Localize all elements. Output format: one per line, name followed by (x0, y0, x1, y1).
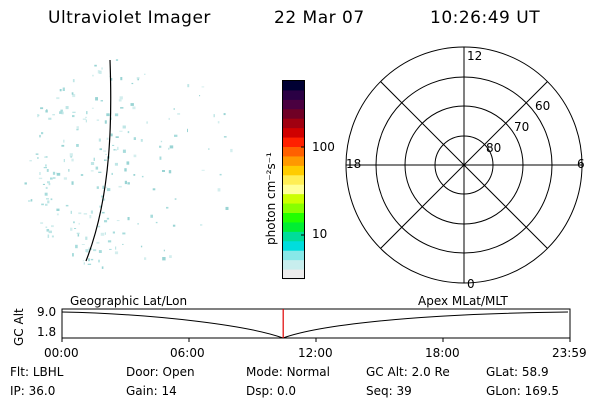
timeline-left-title: Geographic Lat/Lon (70, 294, 188, 308)
colorbar-block (283, 147, 305, 158)
status-glat: GLat: 58.9 (486, 365, 549, 379)
colorbar-block (283, 128, 305, 139)
timeline-x-tick-1200: 12:00 (298, 346, 333, 360)
timeline-x-tick-0600: 06:00 (170, 346, 205, 360)
colorbar-block (283, 241, 305, 252)
mlt-label-0: 0 (467, 277, 475, 291)
time-label: 10:26:49 UT (430, 8, 541, 28)
colorbar-block (283, 99, 305, 110)
timeline-y-axis-label: GC Alt (12, 308, 26, 346)
meridian-diag-2 (380, 81, 548, 249)
terminator-line (85, 59, 112, 262)
timeline-x-tick-1800: 18:00 (425, 346, 460, 360)
colorbar-block (283, 184, 305, 195)
status-mode: Mode: Normal (246, 365, 330, 379)
colorbar-block (283, 222, 305, 233)
colorbar-block (283, 137, 305, 148)
mlt-label-12: 12 (467, 49, 482, 63)
lat-label-80: 80 (486, 141, 501, 155)
status-dsp: Dsp: 0.0 (246, 384, 297, 398)
status-ip: IP: 36.0 (10, 384, 56, 398)
colorbar-block (283, 90, 305, 101)
altitude-curve (61, 311, 569, 339)
colorbar-block (283, 269, 305, 280)
colorbar-block (283, 118, 305, 129)
timeline-x-tick-2359: 23:59 (552, 346, 587, 360)
colorbar-block (283, 260, 305, 271)
timeline-y-tick-bottom: 1.8 (37, 325, 57, 339)
colorbar-block (283, 175, 305, 186)
auroral-emission-speckles (24, 59, 233, 269)
colorbar-tick-10: 10 (312, 227, 328, 241)
polar-grid: 12 6 0 18 60 70 80 (345, 46, 585, 291)
status-gc-alt: GC Alt: 2.0 Re (366, 365, 450, 379)
auroral-image (24, 59, 233, 269)
timeline-right-title: Apex MLat/MLT (418, 294, 508, 308)
instrument-title: Ultraviolet Imager (48, 8, 211, 28)
colorbar-block (283, 81, 305, 92)
lat-label-60: 60 (535, 99, 550, 113)
status-filter: Flt: LBHL (10, 365, 64, 379)
lat-label-70: 70 (514, 120, 529, 134)
colorbar-block (283, 231, 305, 242)
timeline-x-tick-0000: 00:00 (44, 346, 79, 360)
date-label: 22 Mar 07 (274, 8, 365, 28)
mlt-label-18: 18 (346, 157, 361, 171)
colorbar-block (283, 203, 305, 214)
colorbar-tick-100: 100 (312, 140, 335, 154)
color-bar (282, 80, 305, 280)
timeline-y-tick-top: 9.0 (37, 305, 57, 319)
status-door: Door: Open (126, 365, 195, 379)
status-gain: Gain: 14 (126, 384, 177, 398)
colorbar-block (283, 165, 305, 176)
timeline-plot (61, 308, 571, 342)
colorbar-block (283, 250, 305, 261)
colorbar-block (283, 109, 305, 120)
mlt-label-6: 6 (577, 157, 585, 171)
status-seq: Seq: 39 (366, 384, 412, 398)
colorbar-block (283, 194, 305, 205)
status-glon: GLon: 169.5 (486, 384, 559, 398)
colorbar-block (283, 156, 305, 167)
colorbar-block (283, 213, 305, 224)
colorbar-unit-label: photon cm⁻²s⁻¹ (264, 152, 278, 245)
